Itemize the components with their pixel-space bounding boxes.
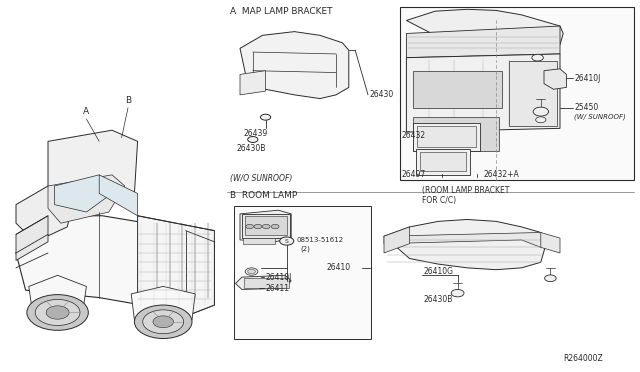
Circle shape [280,237,294,245]
Text: 26497: 26497 [402,170,426,179]
Polygon shape [384,219,547,270]
Text: (ROOM LAMP BRACKET
FOR C/C): (ROOM LAMP BRACKET FOR C/C) [422,186,510,205]
Polygon shape [544,69,566,89]
Polygon shape [406,54,560,132]
Circle shape [533,107,548,116]
Polygon shape [29,275,86,316]
Polygon shape [384,227,410,253]
Polygon shape [240,32,349,99]
Polygon shape [240,71,266,95]
Circle shape [27,295,88,330]
Circle shape [271,224,279,229]
Circle shape [536,117,546,123]
Text: (W/ SUNROOF): (W/ SUNROOF) [574,114,626,121]
Circle shape [248,137,258,142]
Circle shape [254,224,262,229]
Text: (2): (2) [301,245,310,252]
Text: 26410J: 26410J [266,273,292,282]
Bar [234,206,371,339]
Circle shape [262,224,270,229]
Bar [417,126,476,147]
Polygon shape [16,216,214,316]
Bar [413,71,502,108]
Bar [420,152,466,171]
Bar [245,216,287,235]
Polygon shape [16,216,48,260]
Text: 26410: 26410 [326,263,351,272]
Circle shape [248,269,255,274]
Bar [242,214,290,238]
Bar [509,61,557,126]
Circle shape [532,54,543,61]
Bar [413,117,499,151]
Text: 26430B: 26430B [424,295,453,304]
Text: S: S [285,238,289,244]
Text: 25450: 25450 [574,103,598,112]
Text: (W/O SUNROOF): (W/O SUNROOF) [230,174,292,183]
Bar [243,238,275,244]
Circle shape [246,224,253,229]
Text: 26432: 26432 [402,131,426,140]
Circle shape [545,275,556,282]
Text: 26430: 26430 [370,90,394,99]
Polygon shape [240,210,291,242]
Circle shape [134,305,192,339]
Polygon shape [16,186,74,242]
Bar [416,149,470,175]
Circle shape [35,299,80,326]
Polygon shape [406,26,560,58]
Polygon shape [236,275,291,289]
Polygon shape [406,9,563,50]
Text: B  ROOM LAMP: B ROOM LAMP [230,191,298,200]
Text: 26411: 26411 [266,284,289,293]
Polygon shape [131,286,195,327]
Polygon shape [54,175,112,212]
Polygon shape [48,175,125,223]
Text: 26410J: 26410J [574,74,600,83]
Polygon shape [99,175,138,216]
Text: 26439: 26439 [243,129,268,138]
Text: B: B [125,96,131,105]
Text: A: A [83,107,90,116]
Bar [244,278,289,288]
Circle shape [153,316,173,328]
Circle shape [245,268,258,275]
Circle shape [143,310,184,334]
Circle shape [260,114,271,120]
Text: 26410G: 26410G [424,267,454,276]
Polygon shape [541,232,560,253]
Text: 26432+A: 26432+A [483,170,519,179]
Text: 26430B: 26430B [237,144,266,153]
Circle shape [451,289,464,297]
Bar [413,123,480,151]
Text: 08513-51612: 08513-51612 [296,237,344,243]
Circle shape [46,306,69,319]
Text: R264000Z: R264000Z [563,355,603,363]
Polygon shape [384,232,547,247]
Polygon shape [48,130,138,208]
Text: A  MAP LAMP BRACKET: A MAP LAMP BRACKET [230,7,333,16]
Polygon shape [138,216,214,316]
Bar [400,7,634,180]
